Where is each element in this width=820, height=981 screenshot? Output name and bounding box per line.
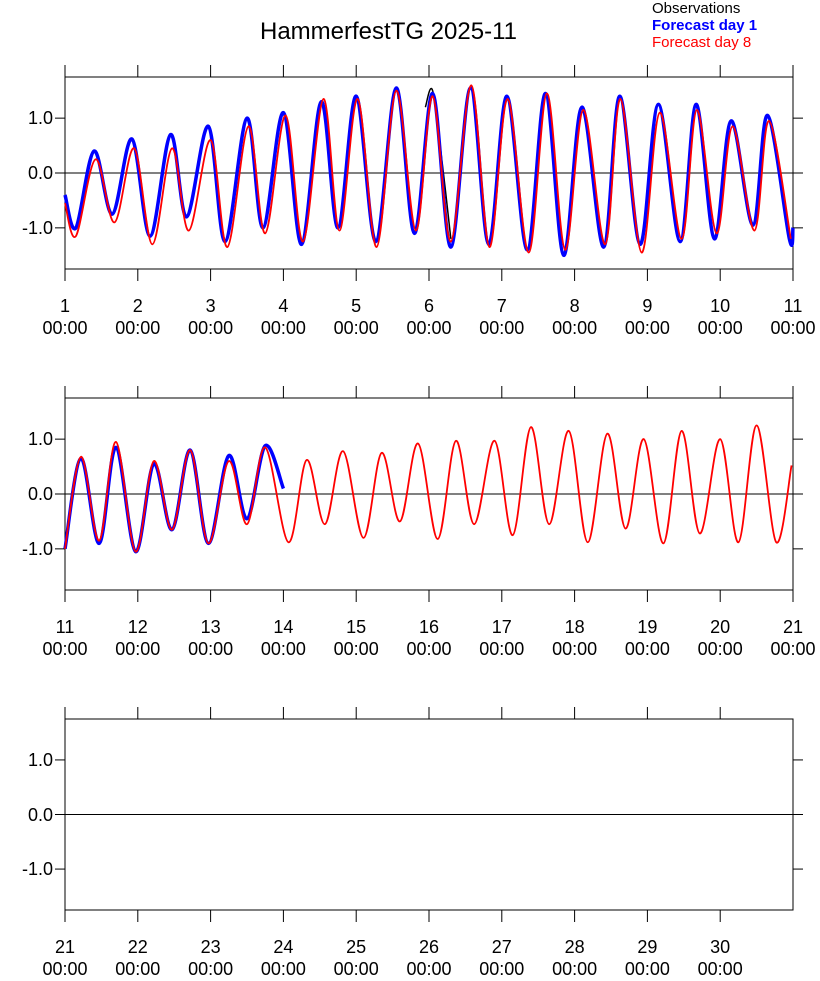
x-tick-label: 29 00:00 (624, 937, 670, 979)
x-tick-label: 4 00:00 (260, 296, 306, 338)
x-tick-label: 23 00:00 (188, 937, 234, 979)
x-tick-label: 9 00:00 (624, 296, 670, 338)
x-tick-label: 22 00:00 (115, 937, 161, 979)
x-tick-label: 3 00:00 (188, 296, 234, 338)
x-tick-label: 14 00:00 (260, 617, 306, 659)
x-tick-label: 18 00:00 (552, 617, 598, 659)
y-tick-label: -1.0 (21, 859, 53, 880)
x-tick-label: 8 00:00 (552, 296, 598, 338)
x-tick-label: 1 00:00 (42, 296, 88, 338)
x-tick-label: 25 00:00 (333, 937, 379, 979)
x-tick-label: 5 00:00 (333, 296, 379, 338)
legend-entry: Forecast day 8 (652, 34, 752, 51)
y-tick-label: -1.0 (21, 217, 53, 238)
x-tick-label: 20 00:00 (697, 617, 743, 659)
x-tick-label: 16 00:00 (406, 617, 452, 659)
y-tick-label: 0.0 (27, 804, 53, 825)
x-tick-label: 21 00:00 (770, 617, 816, 659)
y-tick-label: -1.0 (21, 538, 53, 559)
x-tick-label: 21 00:00 (42, 937, 88, 979)
data-line (64, 424, 793, 553)
y-tick-label: 1.0 (27, 108, 53, 129)
data-line (64, 84, 792, 254)
x-tick-label: 28 00:00 (552, 937, 598, 979)
x-tick-label: 17 00:00 (479, 617, 525, 659)
x-tick-label: 24 00:00 (260, 937, 306, 979)
x-tick-label: 7 00:00 (479, 296, 525, 338)
x-tick-label: 10 00:00 (697, 296, 743, 338)
y-tick-label: 0.0 (27, 163, 53, 183)
x-tick-label: 12 00:00 (115, 617, 161, 659)
data-line (63, 443, 286, 554)
legend-entry: Forecast day 1 (652, 17, 758, 34)
x-tick-label: 15 00:00 (333, 617, 379, 659)
y-tick-label: 0.0 (27, 484, 53, 504)
x-tick-label: 2 00:00 (115, 296, 161, 338)
chart-title: HammerfestTG 2025-11 (260, 18, 517, 45)
x-tick-label: 30 00:00 (697, 937, 743, 979)
x-tick-label: 6 00:00 (406, 296, 452, 338)
x-tick-label: 19 00:00 (624, 617, 670, 659)
x-tick-label: 27 00:00 (479, 937, 525, 979)
y-tick-label: 1.0 (27, 429, 53, 450)
legend-entry: Observations (652, 0, 741, 17)
x-tick-label: 11 00:00 (770, 296, 816, 338)
x-tick-label: 13 00:00 (188, 617, 234, 659)
x-tick-label: 11 00:00 (42, 617, 88, 659)
y-tick-label: 1.0 (27, 749, 53, 770)
x-tick-label: 26 00:00 (406, 937, 452, 979)
